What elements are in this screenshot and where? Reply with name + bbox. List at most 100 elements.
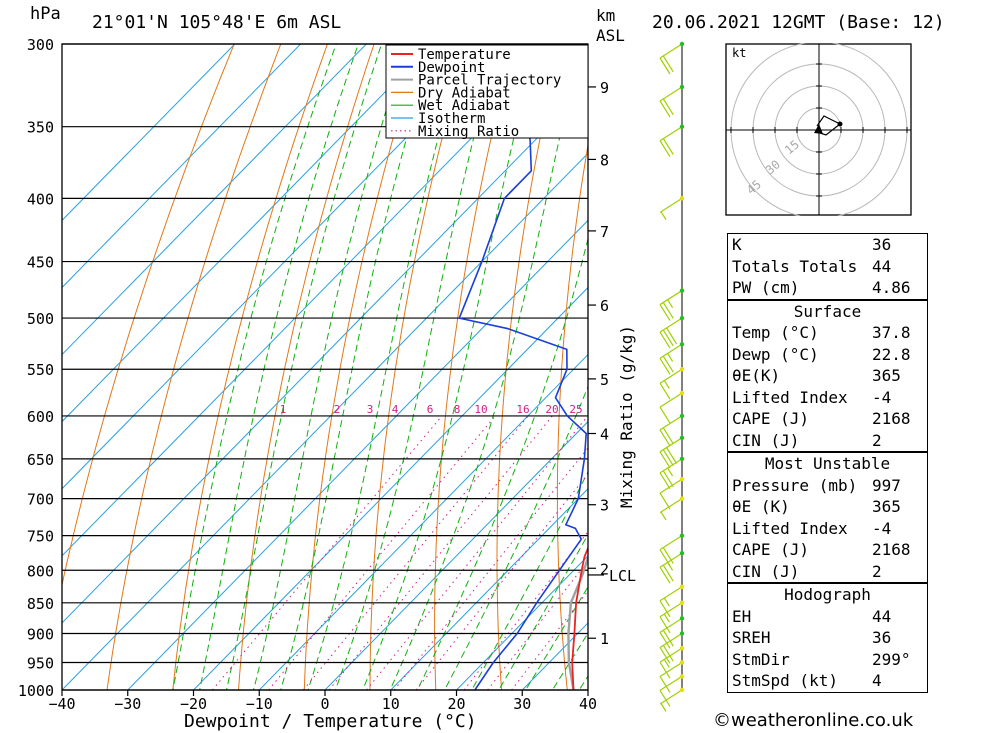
mu-row-pressure: Pressure (mb) 997 bbox=[732, 475, 901, 495]
x-axis-label: Dewpoint / Temperature (°C) bbox=[184, 711, 477, 732]
km-tick-label: 4 bbox=[600, 426, 609, 444]
wind-barb-flag bbox=[662, 138, 674, 155]
mu-row-thetae: θE (K) 365 bbox=[732, 497, 901, 516]
wind-barb bbox=[659, 660, 685, 693]
wind-barb-shaft bbox=[659, 86, 683, 102]
wind-barb-flag bbox=[662, 55, 674, 73]
wind-barb-shaft bbox=[659, 602, 683, 618]
wind-barb-dot bbox=[679, 476, 685, 482]
legend-entry: Parcel Trajectory bbox=[418, 73, 561, 89]
wind-barb-flag bbox=[662, 547, 674, 564]
mixing-ratio-label: 8 bbox=[454, 403, 461, 416]
wind-barb bbox=[659, 631, 685, 664]
wind-barb bbox=[659, 342, 685, 375]
isobar-lines bbox=[62, 43, 588, 691]
dry-adiabat-line bbox=[106, 44, 282, 690]
surface-row-thetae: θE(K) 365 bbox=[732, 366, 901, 385]
isotherm-line bbox=[127, 219, 588, 690]
wind-barb-flag bbox=[662, 564, 674, 582]
wet-adiabat-line bbox=[172, 44, 337, 690]
hodo-row-eh: EH 44 bbox=[732, 606, 892, 626]
wind-barb-half bbox=[663, 380, 670, 389]
wind-barb-shaft bbox=[659, 617, 683, 633]
hodograph-path bbox=[816, 115, 842, 136]
wind-barb-flag bbox=[662, 629, 674, 647]
wet-adiabat-line bbox=[307, 44, 465, 690]
lcl-label: LCL bbox=[609, 567, 636, 585]
copyright-link[interactable]: ©weatheronline.co.uk bbox=[713, 710, 914, 731]
y-axis-label: Mixing Ratio (g/kg) bbox=[617, 325, 636, 508]
wind-barb-flag bbox=[659, 304, 671, 321]
wind-barb-shaft bbox=[659, 498, 683, 514]
legend-entry: Isotherm bbox=[418, 111, 485, 127]
mixing-ratio-line bbox=[366, 415, 588, 690]
x-tick-label: −10 bbox=[246, 695, 273, 713]
wind-barb bbox=[659, 413, 685, 447]
wind-barb bbox=[659, 645, 685, 679]
wind-barb-flag bbox=[662, 427, 674, 445]
wind-barb bbox=[659, 196, 685, 221]
wind-barb bbox=[659, 456, 685, 490]
mixing-ratio-label: 16 bbox=[516, 403, 529, 416]
plot-frame bbox=[61, 43, 589, 691]
pressure-tick-label: 700 bbox=[27, 491, 54, 509]
index-row-pw: PW (cm) 4.86 bbox=[732, 278, 911, 297]
wind-barb-dot bbox=[679, 600, 685, 605]
skewt-diagram: 3003504004505005506006507007508008509009… bbox=[18, 7, 720, 732]
x-tick-label: 0 bbox=[320, 695, 329, 713]
wind-barb-shaft bbox=[659, 675, 683, 691]
wind-barb bbox=[659, 584, 685, 618]
wind-barb-shaft bbox=[659, 43, 683, 59]
wind-barb-dot bbox=[679, 687, 685, 693]
wind-barb bbox=[659, 476, 685, 510]
wind-barb-flag bbox=[659, 140, 671, 158]
unit-asl: ASL bbox=[596, 26, 625, 45]
pressure-tick-label: 600 bbox=[27, 408, 54, 426]
wet-adiabat-line bbox=[471, 470, 588, 690]
wind-barb-dot bbox=[679, 533, 685, 538]
wind-barb-shaft bbox=[659, 126, 683, 142]
isotherm-line bbox=[628, 7, 720, 716]
wind-barb-shaft bbox=[659, 368, 683, 384]
x-tick-label: −40 bbox=[48, 695, 75, 713]
wind-barb-shaft bbox=[659, 415, 683, 431]
wind-barb-shaft bbox=[659, 392, 683, 408]
wind-barb-flag bbox=[659, 429, 671, 447]
legend-entry: Wet Adiabat bbox=[418, 98, 511, 114]
pressure-tick-label: 400 bbox=[27, 190, 54, 208]
dry-adiabat-line bbox=[672, 7, 706, 716]
wind-barb-dot bbox=[679, 435, 685, 441]
mixing-ratio-line bbox=[511, 590, 588, 690]
wet-adiabat-line bbox=[334, 44, 499, 690]
wind-barb-flag bbox=[662, 645, 674, 662]
dry-adiabat-line bbox=[434, 44, 515, 690]
hodograph-params-title: Hodograph bbox=[728, 583, 927, 606]
wind-barb-dot bbox=[679, 456, 685, 462]
wind-barb-shaft bbox=[659, 437, 683, 453]
hodo-row-stmspd: StmSpd (kt) 4 bbox=[732, 671, 882, 690]
dry-adiabat-line bbox=[237, 44, 375, 690]
dry-adiabat-line bbox=[556, 141, 588, 690]
wind-barb-flag bbox=[662, 470, 674, 488]
isotherm-line bbox=[455, 555, 588, 690]
most-unstable-title: Most Unstable bbox=[728, 452, 927, 475]
isotherm-line bbox=[324, 420, 588, 690]
wind-barb-flag bbox=[666, 327, 678, 345]
dry-adiabat-line bbox=[496, 44, 562, 690]
pressure-tick-label: 850 bbox=[27, 595, 54, 613]
isotherm-line bbox=[62, 44, 368, 356]
km-tick-label: 8 bbox=[600, 151, 609, 169]
wet-adiabat-line bbox=[225, 44, 383, 690]
wind-barb-flag bbox=[662, 355, 674, 373]
wind-barb-dot bbox=[679, 342, 685, 347]
surface-block: Surface Temp (°C) 37.8 Dewp (°C) 22.8 θE(K… bbox=[728, 299, 927, 452]
wind-barb bbox=[659, 496, 685, 521]
wind-barb-shaft bbox=[659, 197, 683, 213]
wind-barb-dot bbox=[679, 367, 685, 372]
wind-barb bbox=[659, 674, 685, 707]
parcel-curve bbox=[567, 553, 588, 690]
wind-barbs bbox=[659, 41, 685, 712]
wind-barb-flag bbox=[659, 406, 671, 424]
surface-row-dewp: Dewp (°C) 22.8 bbox=[732, 344, 911, 364]
most-unstable-block: Most Unstable Pressure (mb) 997 θE (K) 365… bbox=[728, 452, 927, 583]
